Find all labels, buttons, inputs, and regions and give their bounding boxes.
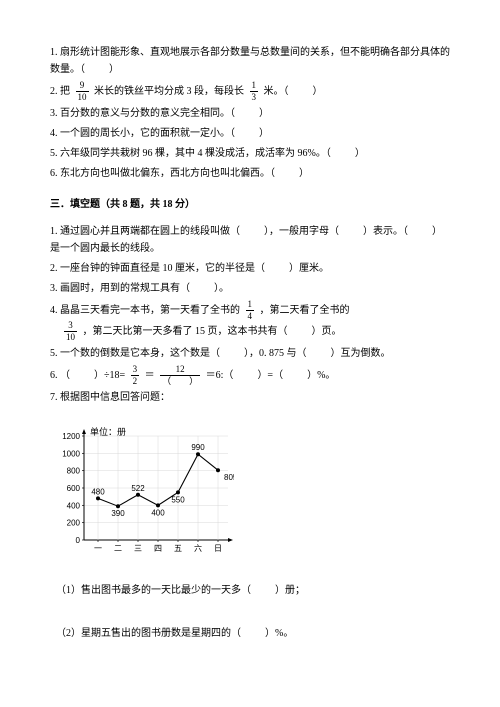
- fraction: 14: [246, 300, 255, 321]
- svg-text:单位：册: 单位：册: [90, 426, 126, 437]
- line-chart: 单位：册 0 200 400 600 800 1000 1200 一 二 三 四 五 六 日 480 390 52…: [56, 424, 450, 556]
- fraction: 310: [64, 321, 77, 342]
- svg-text:522: 522: [131, 484, 145, 493]
- s2-q5: 5. 六年级同学共栽树 96 棵，其中 4 棵没成活，成活率为 96%。（）: [50, 145, 450, 162]
- svg-text:990: 990: [191, 443, 205, 452]
- svg-text:六: 六: [194, 543, 202, 553]
- s3-q7-sub2: （2）星期五售出的图书册数是星期四的（）%。: [56, 625, 450, 642]
- fraction: 910: [76, 81, 89, 102]
- svg-text:800: 800: [67, 467, 81, 476]
- svg-text:二: 二: [114, 544, 122, 553]
- svg-text:五: 五: [174, 544, 182, 553]
- fraction: 13: [250, 81, 259, 102]
- svg-text:一: 一: [94, 544, 102, 553]
- svg-text:400: 400: [151, 508, 165, 517]
- svg-text:805: 805: [224, 473, 234, 482]
- svg-text:480: 480: [91, 487, 105, 496]
- svg-text:1000: 1000: [62, 449, 80, 458]
- s2-q6: 6. 东北方向也叫做北偏东，西北方向也叫北偏西。（）: [50, 165, 450, 182]
- s3-q2: 2. 一座台钟的钟面直径是 10 厘米，它的半径是（）厘米。: [50, 260, 450, 277]
- svg-text:三: 三: [134, 544, 142, 553]
- svg-text:1200: 1200: [62, 432, 80, 441]
- section3-title: 三．填空题（共 8 题，共 18 分）: [50, 196, 450, 213]
- svg-text:200: 200: [67, 519, 81, 528]
- svg-text:0: 0: [76, 536, 81, 545]
- s3-q1: 1. 通过圆心并且两端都在圆上的线段叫做（），一般用字母（）表示。（）是一个圆内…: [50, 223, 450, 257]
- s3-q7: 7. 根据图中信息回答问题：: [50, 389, 450, 406]
- svg-text:390: 390: [111, 509, 125, 518]
- s3-q6: 6. （）÷18= 32 ＝ 12（ ） ＝6:（）=（）%。: [50, 365, 450, 386]
- s3-q3: 3. 画圆时，用到的常规工具有（）。: [50, 280, 450, 297]
- s2-q3: 3. 百分数的意义与分数的意义完全相同。（）: [50, 105, 450, 122]
- fraction: 32: [131, 365, 140, 386]
- s3-q5: 5. 一个数的倒数是它本身，这个数是（），0. 875 与（）互为倒数。: [50, 345, 450, 362]
- s2-q4: 4. 一个圆的周长小，它的面积就一定小。（）: [50, 125, 450, 142]
- svg-text:400: 400: [67, 501, 81, 510]
- s3-q4: 4. 晶晶三天看完一本书，第一天看了全书的 14 ，第二天看了全书的 310 ，…: [50, 300, 450, 342]
- fraction: 12（ ）: [160, 365, 200, 386]
- s3-q7-sub1: （1）售出图书最多的一天比最少的一天多（）册；: [56, 582, 450, 599]
- svg-text:日: 日: [214, 544, 222, 553]
- svg-text:600: 600: [67, 484, 81, 493]
- svg-text:550: 550: [171, 495, 185, 504]
- s2-q1: 1. 扇形统计图能形象、直观地展示各部分数量与总数量间的关系，但不能明确各部分具…: [50, 44, 450, 78]
- chart-svg: 单位：册 0 200 400 600 800 1000 1200 一 二 三 四 五 六 日 480 390 52…: [56, 424, 234, 556]
- svg-text:四: 四: [154, 544, 162, 553]
- s2-q2: 2. 把 910 米长的铁丝平均分成 3 段，每段长 13 米。（）: [50, 81, 450, 102]
